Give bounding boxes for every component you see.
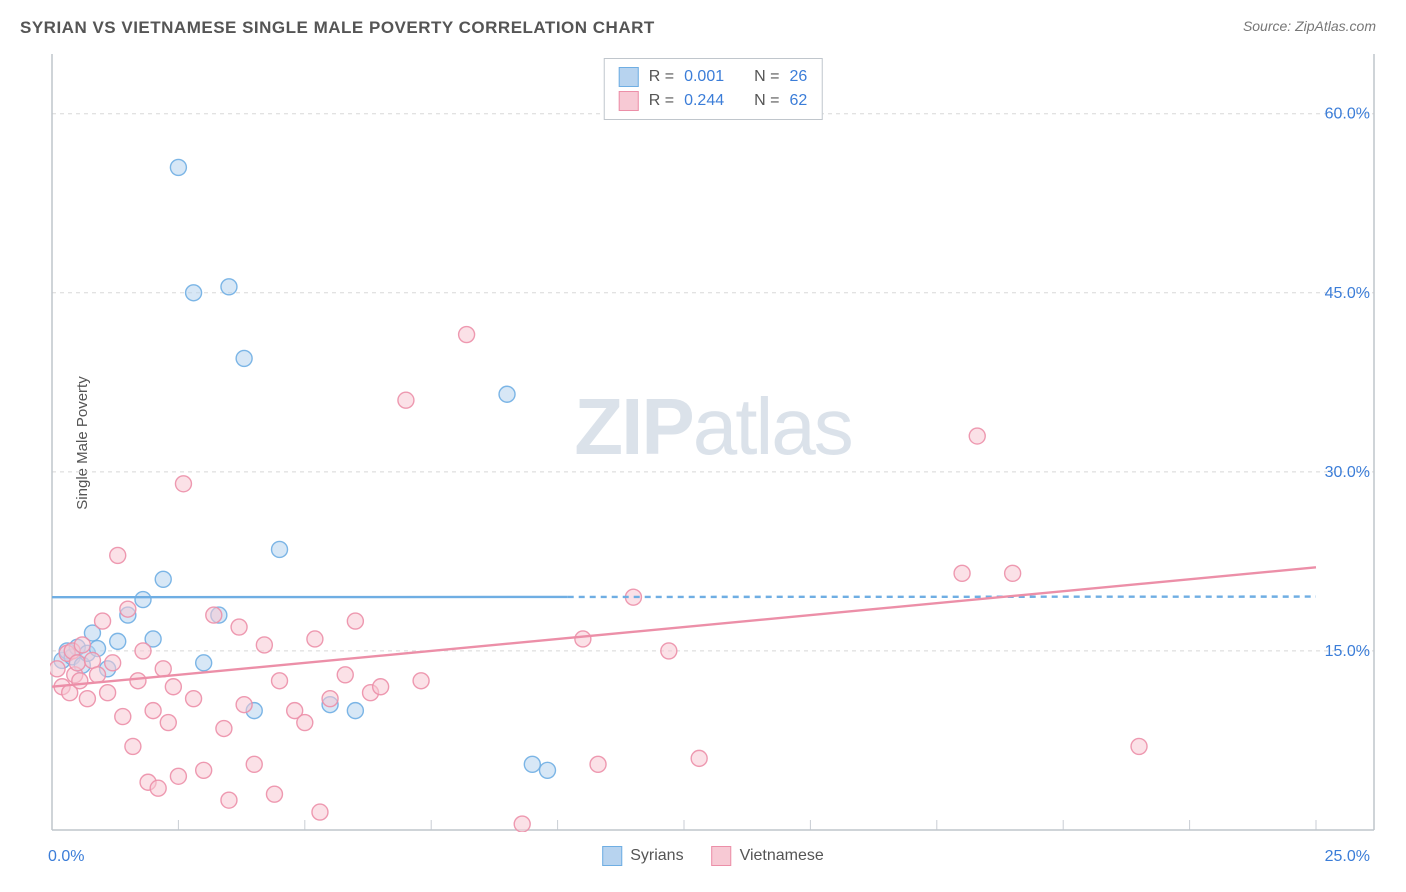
svg-text:30.0%: 30.0% xyxy=(1325,464,1370,481)
series-name: Syrians xyxy=(630,847,683,865)
source-name: ZipAtlas.com xyxy=(1295,18,1376,34)
r-value: 0.244 xyxy=(684,92,724,110)
source-attribution: Source: ZipAtlas.com xyxy=(1243,18,1376,34)
x-axis-min-label: 0.0% xyxy=(48,848,84,866)
svg-text:60.0%: 60.0% xyxy=(1325,106,1370,123)
swatch-vietnamese xyxy=(712,846,732,866)
svg-text:45.0%: 45.0% xyxy=(1325,285,1370,302)
legend-row-syrians: R = 0.001 N = 26 xyxy=(619,65,808,89)
n-label: N = xyxy=(754,68,779,86)
svg-text:15.0%: 15.0% xyxy=(1325,643,1370,660)
legend-row-vietnamese: R = 0.244 N = 62 xyxy=(619,89,808,113)
chart-title: SYRIAN VS VIETNAMESE SINGLE MALE POVERTY… xyxy=(20,18,655,38)
r-value: 0.001 xyxy=(684,68,724,86)
r-label: R = xyxy=(649,92,674,110)
legend-series: Syrians Vietnamese xyxy=(602,846,824,866)
swatch-vietnamese xyxy=(619,91,639,111)
legend-item-syrians: Syrians xyxy=(602,846,683,866)
chart-header: SYRIAN VS VIETNAMESE SINGLE MALE POVERTY… xyxy=(0,0,1406,44)
scatter-chart: 15.0% 30.0% 45.0% 60.0% xyxy=(50,54,1376,832)
n-value: 62 xyxy=(789,92,807,110)
swatch-syrians xyxy=(619,67,639,87)
legend-correlation: R = 0.001 N = 26 R = 0.244 N = 62 xyxy=(604,58,823,120)
n-label: N = xyxy=(754,92,779,110)
legend-item-vietnamese: Vietnamese xyxy=(712,846,824,866)
source-prefix: Source: xyxy=(1243,18,1295,34)
n-value: 26 xyxy=(789,68,807,86)
x-axis-max-label: 25.0% xyxy=(1325,848,1370,866)
r-label: R = xyxy=(649,68,674,86)
series-name: Vietnamese xyxy=(740,847,824,865)
plot-area: Single Male Poverty ZIPatlas 15.0%30.0%4… xyxy=(50,54,1376,832)
swatch-syrians xyxy=(602,846,622,866)
